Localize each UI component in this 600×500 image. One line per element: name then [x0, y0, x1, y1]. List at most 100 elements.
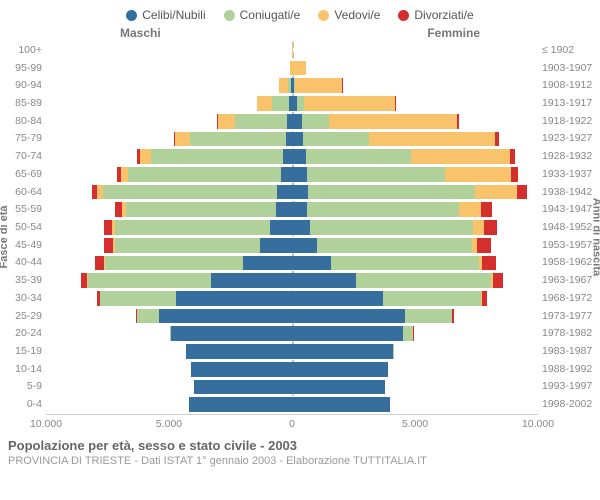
legend-item: Vedovi/e	[318, 8, 380, 22]
y-tick-birth: 1968-1972	[542, 293, 600, 304]
legend: Celibi/Nubili Coniugati/e Vedovi/e Divorzia…	[0, 0, 600, 26]
bar-segment	[306, 149, 412, 164]
bar-segment	[292, 309, 405, 324]
bar-segment	[369, 132, 494, 147]
bar-female	[292, 185, 527, 201]
x-tick: 0	[289, 418, 295, 430]
gender-headers: Maschi Femmine	[0, 26, 600, 42]
bar-male	[104, 220, 292, 236]
x-tick: 5.000	[402, 418, 428, 430]
legend-label: Vedovi/e	[334, 8, 380, 22]
bar-male	[136, 309, 292, 325]
bar-segment	[292, 291, 383, 306]
bar-male	[189, 397, 292, 413]
bar-segment	[194, 380, 292, 395]
bar-row	[46, 309, 538, 325]
y-tick-age: 20-24	[0, 328, 42, 339]
bar-row	[46, 362, 538, 378]
bar-segment	[493, 273, 503, 288]
bar-segment	[310, 220, 472, 235]
bar-row	[46, 96, 538, 112]
x-tick: 10.000	[30, 418, 62, 430]
y-tick-birth: ≤ 1902	[542, 45, 600, 56]
bar-segment	[292, 256, 331, 271]
y-tick-age: 85-89	[0, 98, 42, 109]
legend-item: Coniugati/e	[224, 8, 301, 22]
bar-row	[46, 185, 538, 201]
bar-segment	[307, 202, 460, 217]
bar-female	[292, 202, 492, 218]
bar-female	[292, 43, 293, 59]
bar-segment	[292, 185, 308, 200]
bar-female	[292, 291, 487, 307]
y-tick-birth: 1938-1942	[542, 187, 600, 198]
bar-segment	[115, 220, 270, 235]
bar-row	[46, 238, 538, 254]
y-tick-birth: 1903-1907	[542, 63, 600, 74]
population-pyramid-chart: Celibi/Nubili Coniugati/e Vedovi/e Divorzia…	[0, 0, 600, 500]
bar-segment	[103, 185, 278, 200]
y-tick-birth: 1983-1987	[542, 346, 600, 357]
y-tick-birth: 1923-1927	[542, 133, 600, 144]
y-tick-birth: 1948-1952	[542, 222, 600, 233]
bar-female	[292, 78, 342, 94]
bar-segment	[304, 96, 395, 111]
bar-segment	[292, 43, 293, 58]
bar-segment	[279, 78, 288, 93]
bar-segment	[105, 256, 243, 271]
bar-segment	[292, 362, 388, 377]
bar-female	[292, 220, 497, 236]
bar-segment	[510, 149, 515, 164]
bar-segment	[445, 167, 511, 182]
y-tick-age: 15-19	[0, 346, 42, 357]
bar-female	[292, 149, 515, 165]
y-tick-age: 55-59	[0, 204, 42, 215]
legend-item: Celibi/Nubili	[126, 8, 205, 22]
bar-segment	[235, 114, 287, 129]
footer-subtitle: PROVINCIA DI TRIESTE - Dati ISTAT 1° gen…	[8, 455, 592, 467]
y-tick-birth: 1928-1932	[542, 151, 600, 162]
plot-area: Fasce di età Anni di nascita 100+95-9990…	[0, 42, 600, 432]
bar-segment	[292, 238, 317, 253]
y-tick-age: 60-64	[0, 187, 42, 198]
bar-segment	[481, 202, 492, 217]
y-tick-age: 65-69	[0, 169, 42, 180]
y-tick-birth: 1993-1997	[542, 381, 600, 392]
y-tick-age: 75-79	[0, 133, 42, 144]
bar-segment	[121, 167, 128, 182]
bar-male	[81, 273, 292, 289]
bar-segment	[292, 132, 303, 147]
bar-male	[279, 78, 292, 94]
y-axis-right: ≤ 19021903-19071908-19121913-19171918-19…	[538, 42, 600, 432]
bar-row	[46, 202, 538, 218]
y-tick-age: 70-74	[0, 151, 42, 162]
bar-row	[46, 61, 538, 77]
bar-segment	[211, 273, 292, 288]
bar-segment	[95, 256, 104, 271]
bar-segment	[308, 185, 475, 200]
bar-female	[292, 362, 388, 378]
bar-segment	[517, 185, 527, 200]
bar-segment	[281, 167, 292, 182]
bar-male	[92, 185, 292, 201]
legend-swatch	[126, 10, 137, 21]
legend-label: Divorziati/e	[414, 8, 473, 22]
bar-female	[292, 132, 499, 148]
bar-segment	[260, 238, 292, 253]
y-tick-birth: 1973-1977	[542, 311, 600, 322]
bar-segment	[459, 202, 481, 217]
header-male: Maschi	[120, 26, 161, 40]
bar-segment	[495, 132, 499, 147]
bar-segment	[482, 291, 487, 306]
bar-segment	[115, 202, 122, 217]
y-tick-age: 35-39	[0, 275, 42, 286]
bar-segment	[186, 344, 292, 359]
bar-row	[46, 344, 538, 360]
y-tick-birth: 1953-1957	[542, 240, 600, 251]
bar-segment	[159, 309, 292, 324]
bar-segment	[477, 238, 491, 253]
bar-segment	[473, 220, 484, 235]
bar-female	[292, 96, 395, 112]
bar-row	[46, 167, 538, 183]
y-tick-age: 25-29	[0, 311, 42, 322]
